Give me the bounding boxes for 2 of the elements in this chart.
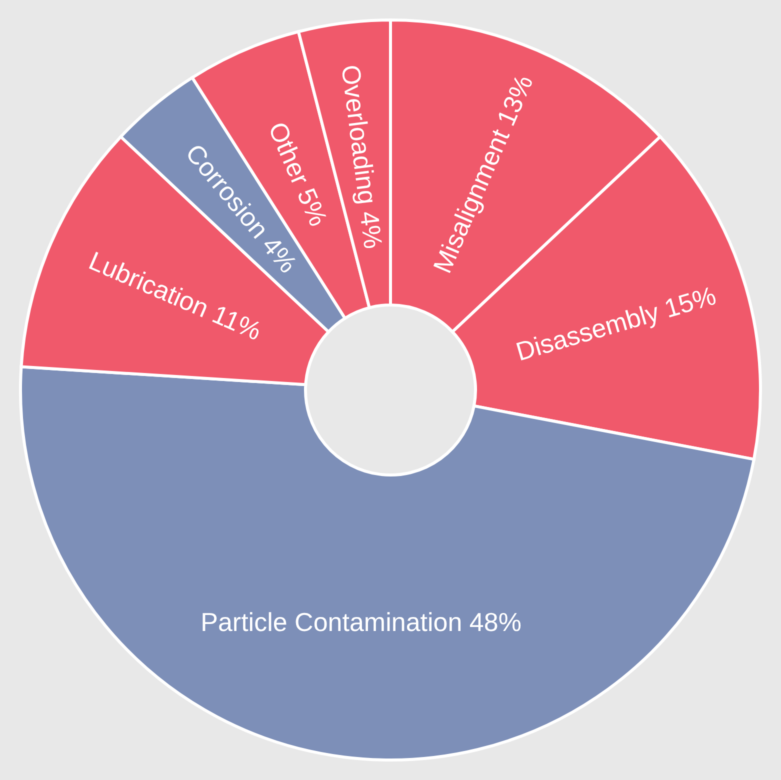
slice-label: Overloading 4% <box>336 63 389 250</box>
slice-label: Particle Contamination 48% <box>200 607 522 638</box>
